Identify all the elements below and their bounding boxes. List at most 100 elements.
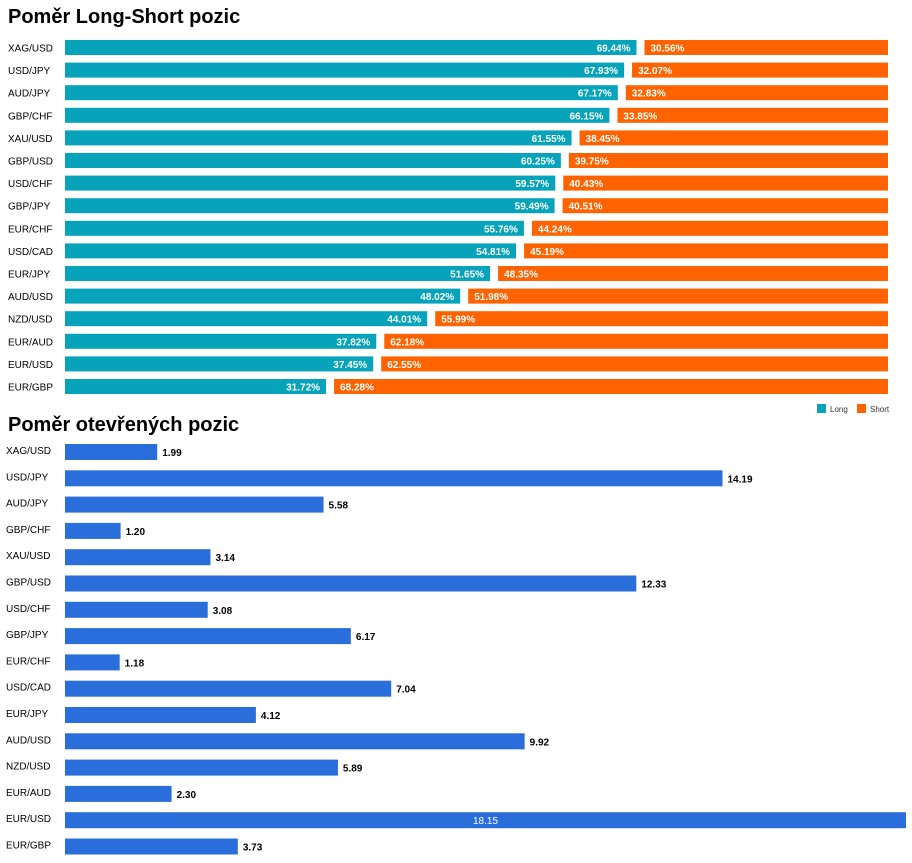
long-bar xyxy=(65,379,327,394)
short-bar xyxy=(563,175,888,191)
long-value-label: 37.82% xyxy=(336,337,370,348)
open-positions-bar xyxy=(65,838,238,855)
long-bar xyxy=(65,333,377,349)
short-value-label: 68.28% xyxy=(340,383,374,394)
short-bar xyxy=(617,107,888,123)
short-bar xyxy=(632,62,888,78)
value-label: 2.30 xyxy=(177,790,197,801)
short-value-label: 32.83% xyxy=(632,89,666,100)
value-label: 1.20 xyxy=(126,527,146,538)
long-bar xyxy=(65,62,625,78)
long-value-label: 67.17% xyxy=(578,89,612,100)
category-label: GBP/JPY xyxy=(8,202,51,213)
category-label: EUR/JPY xyxy=(6,709,49,720)
short-bar xyxy=(562,198,888,214)
long-bar xyxy=(65,153,561,168)
short-value-label: 39.75% xyxy=(575,157,609,168)
category-label: EUR/CHF xyxy=(6,656,50,667)
value-label: 18.15 xyxy=(473,816,498,827)
open-positions-bar xyxy=(65,654,120,671)
long-bar xyxy=(65,40,637,55)
long-bar xyxy=(65,243,517,259)
category-label: EUR/GBP xyxy=(6,841,51,852)
long-short-chart-title: Poměr Long-Short pozic xyxy=(8,6,241,28)
long-bar xyxy=(65,311,428,327)
value-label: 3.14 xyxy=(215,553,235,564)
value-label: 1.99 xyxy=(162,448,182,459)
long-value-label: 55.76% xyxy=(484,224,518,235)
long-value-label: 69.44% xyxy=(597,44,631,55)
short-bar xyxy=(381,356,888,372)
category-label: EUR/AUD xyxy=(8,337,53,348)
long-value-label: 48.02% xyxy=(420,292,454,303)
category-label: XAU/USD xyxy=(6,551,50,562)
open-positions-bar xyxy=(65,759,338,776)
short-value-label: 55.99% xyxy=(441,315,475,326)
long-bar xyxy=(65,130,572,146)
open-positions-bar xyxy=(65,680,392,697)
category-label: USD/CAD xyxy=(8,247,53,258)
long-bar xyxy=(65,288,461,304)
long-bar xyxy=(65,220,524,236)
category-label: AUD/USD xyxy=(8,292,53,303)
long-bar xyxy=(65,107,610,123)
short-bar xyxy=(524,243,888,259)
long-value-label: 66.15% xyxy=(569,111,603,122)
category-label: USD/JPY xyxy=(6,472,49,483)
short-bar xyxy=(568,153,888,168)
category-label: EUR/GBP xyxy=(8,383,53,394)
short-bar xyxy=(435,311,888,327)
category-label: EUR/USD xyxy=(8,360,53,371)
short-bar xyxy=(625,85,888,101)
long-value-label: 31.72% xyxy=(286,383,320,394)
category-label: GBP/USD xyxy=(8,157,53,168)
long-bar xyxy=(65,175,556,191)
category-label: AUD/JPY xyxy=(6,499,49,510)
short-value-label: 48.35% xyxy=(504,270,538,281)
legend-long-label: Long xyxy=(830,405,848,414)
value-label: 3.73 xyxy=(243,843,263,854)
legend-short-label: Short xyxy=(870,405,890,414)
short-bar xyxy=(468,288,888,304)
short-value-label: 44.24% xyxy=(538,224,572,235)
value-label: 5.89 xyxy=(343,764,363,775)
short-bar xyxy=(334,379,888,394)
category-label: USD/JPY xyxy=(8,66,51,77)
category-label: XAU/USD xyxy=(8,134,52,145)
short-value-label: 38.45% xyxy=(586,134,620,145)
value-label: 9.92 xyxy=(530,737,550,748)
short-value-label: 45.19% xyxy=(530,247,564,258)
short-value-label: 62.18% xyxy=(390,337,424,348)
value-label: 14.19 xyxy=(728,474,753,485)
category-label: GBP/JPY xyxy=(6,630,49,641)
open-positions-bar xyxy=(65,549,211,566)
open-positions-bar xyxy=(65,812,906,829)
category-label: XAG/USD xyxy=(6,446,51,457)
open-positions-bar xyxy=(65,496,324,513)
short-value-label: 32.07% xyxy=(638,66,672,77)
category-label: USD/CAD xyxy=(6,683,51,694)
open-positions-bar xyxy=(65,785,172,802)
category-label: USD/CHF xyxy=(8,179,52,190)
category-label: AUD/USD xyxy=(6,735,51,746)
value-label: 7.04 xyxy=(396,685,416,696)
long-value-label: 61.55% xyxy=(532,134,566,145)
value-label: 4.12 xyxy=(261,711,281,722)
open-positions-bar xyxy=(65,707,256,723)
value-label: 3.08 xyxy=(213,606,233,617)
open-positions-bar xyxy=(65,628,351,645)
open-positions-bar xyxy=(65,575,637,592)
short-value-label: 62.55% xyxy=(387,360,421,371)
long-value-label: 51.65% xyxy=(450,270,484,281)
category-label: AUD/JPY xyxy=(8,89,51,100)
short-value-label: 30.56% xyxy=(650,44,684,55)
category-label: XAG/USD xyxy=(8,44,53,55)
short-bar xyxy=(579,130,888,146)
long-value-label: 67.93% xyxy=(584,66,618,77)
open-positions-bar xyxy=(65,444,158,460)
open-positions-bar xyxy=(65,733,525,750)
long-value-label: 37.45% xyxy=(333,360,367,371)
value-label: 12.33 xyxy=(641,580,666,591)
category-label: EUR/USD xyxy=(6,814,51,825)
short-bar xyxy=(498,266,888,281)
